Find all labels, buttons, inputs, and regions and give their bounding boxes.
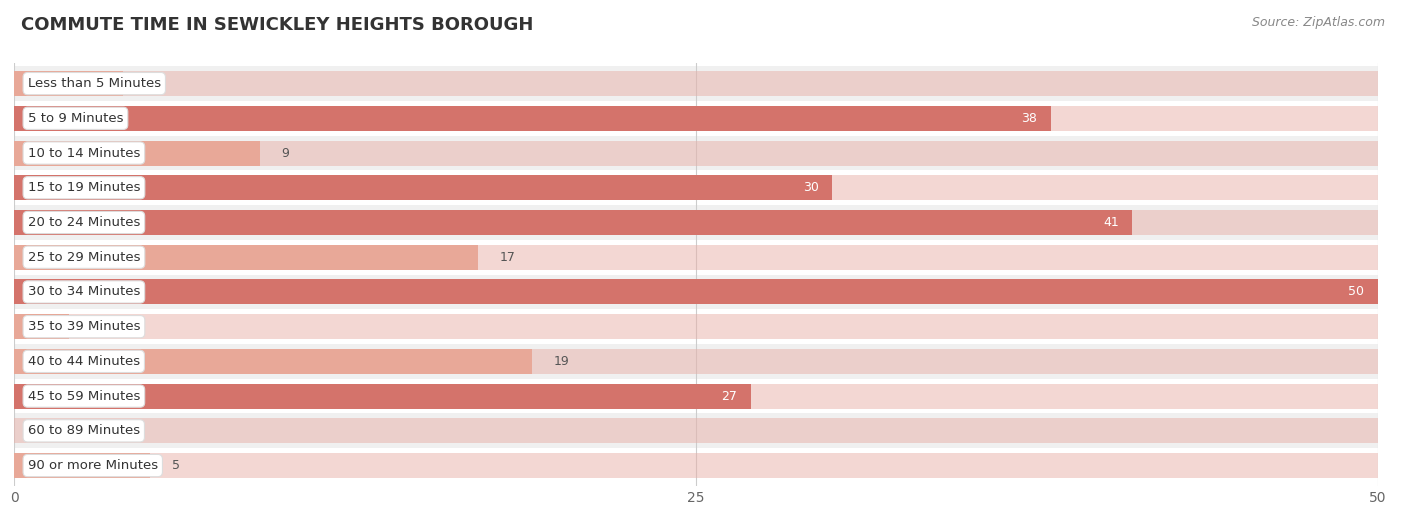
Bar	[14, 453, 150, 478]
Text: 30: 30	[803, 181, 818, 194]
Bar	[14, 66, 1378, 101]
Text: 27: 27	[721, 390, 737, 403]
Bar	[14, 448, 1378, 483]
Bar	[14, 71, 1378, 96]
Bar	[14, 240, 1378, 275]
Bar	[14, 175, 832, 200]
Text: 20 to 24 Minutes: 20 to 24 Minutes	[28, 216, 141, 229]
Bar	[14, 205, 1378, 240]
Bar	[14, 245, 478, 270]
Bar	[14, 379, 1378, 414]
Bar	[14, 309, 1378, 344]
Text: 30 to 34 Minutes: 30 to 34 Minutes	[28, 286, 141, 299]
Text: 15 to 19 Minutes: 15 to 19 Minutes	[28, 181, 141, 194]
Text: 10 to 14 Minutes: 10 to 14 Minutes	[28, 146, 141, 160]
Text: 45 to 59 Minutes: 45 to 59 Minutes	[28, 390, 141, 403]
Text: Source: ZipAtlas.com: Source: ZipAtlas.com	[1251, 16, 1385, 29]
Text: 5 to 9 Minutes: 5 to 9 Minutes	[28, 112, 124, 125]
Bar	[14, 275, 1378, 309]
Bar	[14, 141, 260, 166]
Text: 38: 38	[1021, 112, 1038, 125]
Text: 5: 5	[173, 459, 180, 472]
Bar	[14, 106, 1050, 131]
Text: 50: 50	[1348, 286, 1364, 299]
Text: 60 to 89 Minutes: 60 to 89 Minutes	[28, 424, 139, 437]
Text: 40 to 44 Minutes: 40 to 44 Minutes	[28, 355, 139, 368]
Bar	[14, 349, 1378, 374]
Bar	[14, 349, 533, 374]
Bar	[14, 453, 1378, 478]
Text: 90 or more Minutes: 90 or more Minutes	[28, 459, 157, 472]
Bar	[14, 210, 1378, 235]
Text: 41: 41	[1102, 216, 1119, 229]
Bar	[14, 141, 1378, 166]
Text: 19: 19	[554, 355, 569, 368]
Bar	[14, 383, 1378, 408]
Bar	[14, 71, 124, 96]
Bar	[14, 418, 1378, 444]
Bar	[14, 414, 1378, 448]
Text: 9: 9	[281, 146, 290, 160]
Text: 2: 2	[90, 320, 98, 333]
Bar	[14, 279, 1378, 304]
Bar	[14, 101, 1378, 135]
Bar	[14, 210, 1132, 235]
Bar	[14, 279, 1378, 304]
Bar	[14, 135, 1378, 170]
Text: 35 to 39 Minutes: 35 to 39 Minutes	[28, 320, 141, 333]
Bar	[14, 344, 1378, 379]
Text: COMMUTE TIME IN SEWICKLEY HEIGHTS BOROUGH: COMMUTE TIME IN SEWICKLEY HEIGHTS BOROUG…	[21, 16, 533, 33]
Bar	[14, 175, 1378, 200]
Bar	[14, 383, 751, 408]
Text: 17: 17	[499, 251, 516, 264]
Bar	[14, 245, 1378, 270]
Text: 25 to 29 Minutes: 25 to 29 Minutes	[28, 251, 141, 264]
Bar	[14, 314, 69, 339]
Bar	[14, 170, 1378, 205]
Bar	[14, 314, 1378, 339]
Text: Less than 5 Minutes: Less than 5 Minutes	[28, 77, 160, 90]
Bar	[14, 106, 1378, 131]
Text: 4: 4	[145, 77, 153, 90]
Text: 0: 0	[37, 424, 44, 437]
